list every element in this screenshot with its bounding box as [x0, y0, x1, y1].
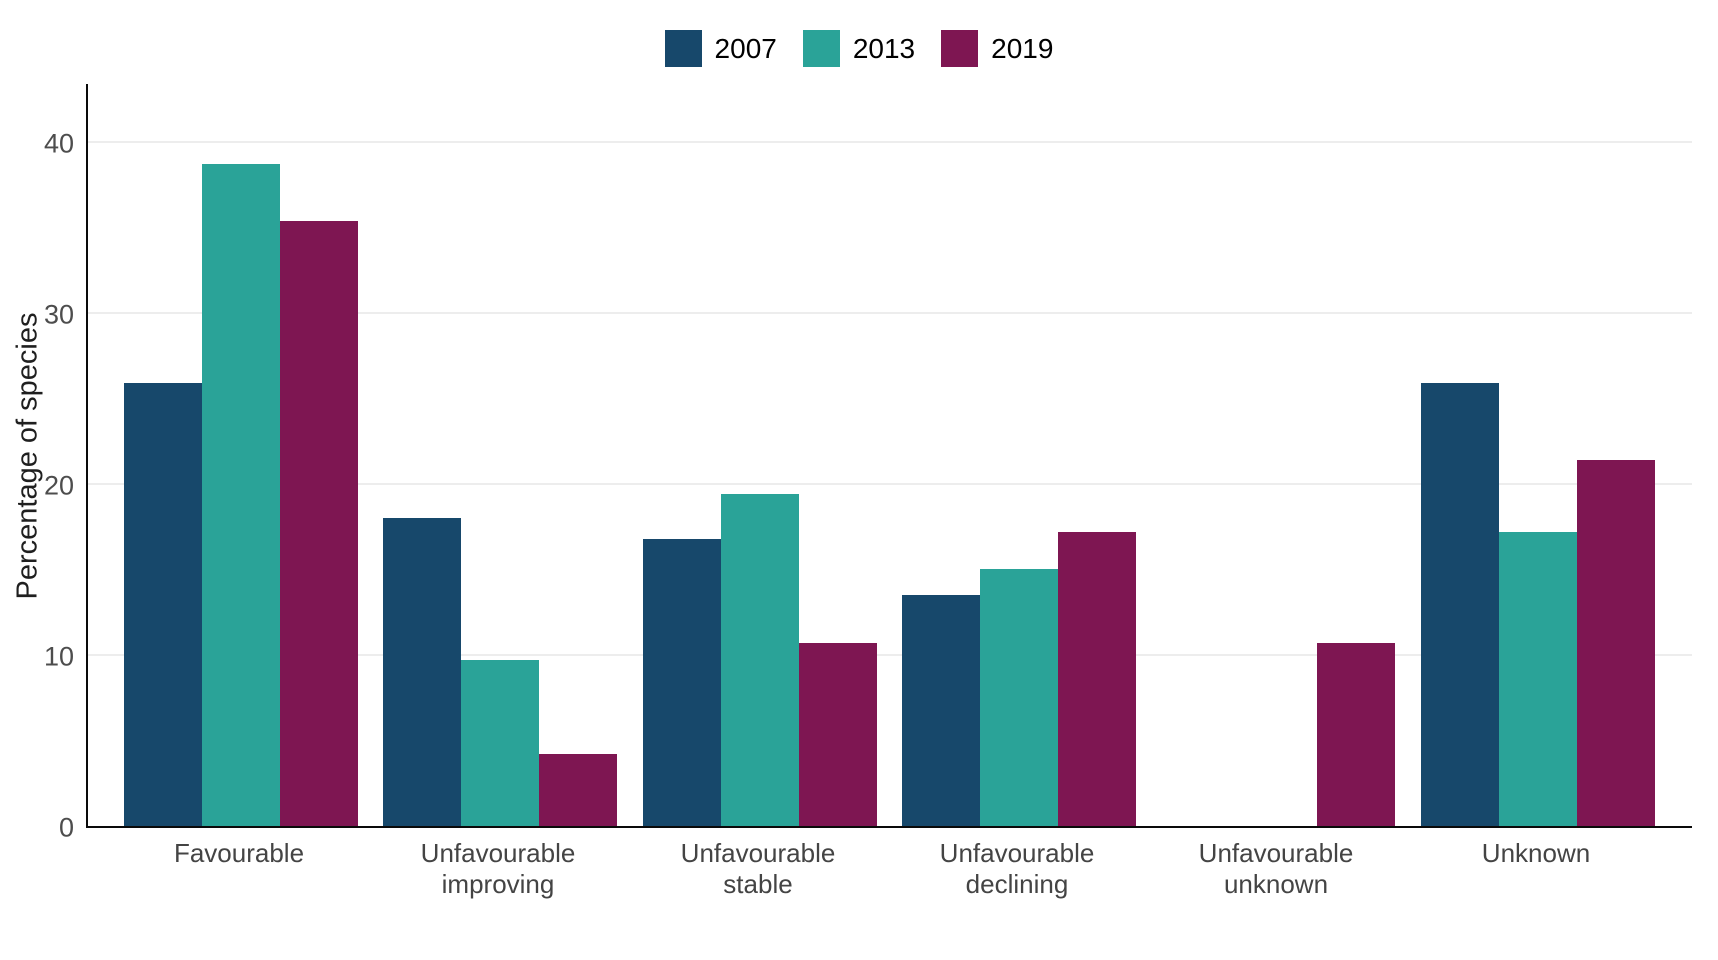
bar-2013-unfavourable-stable	[721, 494, 799, 826]
legend-label: 2007	[714, 32, 777, 64]
legend-swatch-2013	[802, 30, 840, 67]
x-category-label-unfavourable-declining: Unfavourable declining	[939, 838, 1095, 899]
y-tick-label-10: 10	[43, 641, 74, 672]
gridline-40	[88, 141, 1692, 143]
legend-label: 2013	[852, 32, 916, 64]
y-tick-label-30: 30	[43, 299, 74, 330]
bar-2007-unfavourable-declining	[902, 595, 980, 826]
bar-2007-unfavourable-stable	[643, 539, 721, 826]
bar-2007-unfavourable-improving	[383, 518, 461, 826]
bar-2007-unknown	[1421, 383, 1499, 826]
bar-2013-favourable	[202, 164, 280, 826]
y-tick-label-20: 20	[43, 470, 74, 501]
bar-2019-unfavourable-unknown	[1317, 643, 1395, 826]
legend-swatch-2019	[941, 30, 979, 67]
gridline-10	[88, 654, 1692, 656]
bar-2019-unfavourable-improving	[539, 754, 617, 826]
bar-2019-favourable	[280, 221, 358, 826]
legend-label: 2019	[991, 32, 1054, 64]
y-tick-label-40: 40	[43, 128, 74, 159]
x-category-label-unfavourable-stable: Unfavourable stable	[680, 838, 836, 899]
bar-2007-favourable	[124, 383, 202, 826]
plot-area	[86, 84, 1692, 828]
legend-item-2019: 2019	[941, 30, 1053, 67]
x-category-label-unfavourable-unknown: Unfavourable unknown	[1198, 838, 1354, 899]
bar-2019-unknown	[1577, 460, 1655, 826]
bar-2013-unfavourable-declining	[980, 569, 1058, 826]
legend-item-2013: 2013	[802, 30, 916, 67]
bar-2013-unknown	[1499, 532, 1577, 826]
legend-swatch-2007	[664, 30, 702, 67]
gridline-30	[88, 312, 1692, 314]
gridline-20	[88, 483, 1692, 485]
bar-2013-unfavourable-improving	[461, 660, 539, 826]
y-axis-tick-labels: 0 10 20 30 40	[0, 84, 76, 841]
legend-item-2007: 2007	[664, 30, 777, 67]
legend: 2007 2013 2019	[0, 30, 1718, 67]
x-category-label-favourable: Favourable	[173, 838, 305, 868]
bar-2019-unfavourable-stable	[799, 643, 877, 826]
bar-2019-unfavourable-declining	[1058, 532, 1136, 826]
y-tick-label-0: 0	[58, 812, 74, 843]
x-axis-category-labels: Favourable Unfavourable improving Unfavour…	[0, 838, 1718, 918]
x-category-label-unfavourable-improving: Unfavourable improving	[420, 838, 576, 899]
x-category-label-unknown: Unknown	[1481, 838, 1591, 868]
